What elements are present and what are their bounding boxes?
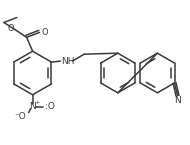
Text: O: O [42, 28, 48, 37]
Text: +: + [34, 100, 39, 105]
Text: ⁻O: ⁻O [14, 112, 26, 121]
Text: :O: :O [45, 102, 55, 111]
Text: NH: NH [61, 57, 75, 66]
Text: O: O [7, 24, 14, 33]
Text: N: N [174, 96, 181, 105]
Text: N: N [29, 102, 36, 111]
